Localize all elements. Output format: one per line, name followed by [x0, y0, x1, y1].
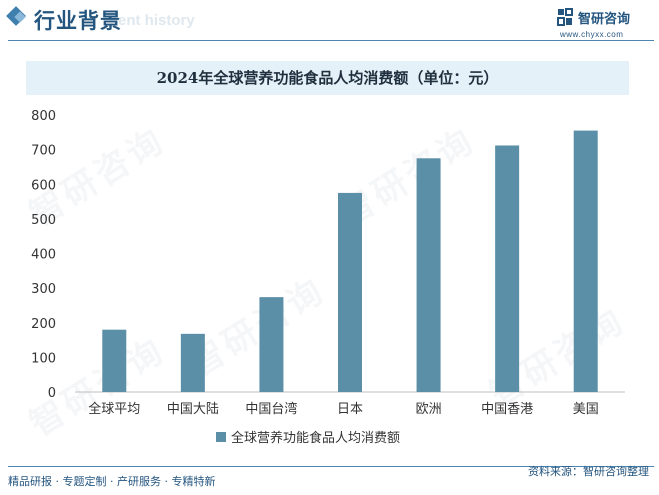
- bar: [495, 145, 520, 392]
- bar-chart: 0 100 200 300 400 500 600 700 800 全球平均 中国大陆 中国台湾 日本 欧…: [31, 109, 625, 446]
- legend-label: 全球营养功能食品人均消费额: [231, 430, 400, 446]
- header: 行业背景 ent history 智研咨询 www.chyxx.com: [0, 0, 659, 44]
- bar: [573, 130, 598, 393]
- logo-name: 智研咨询: [578, 12, 631, 27]
- x-tick-label: 中国香港: [481, 402, 533, 417]
- y-tick-label: 0: [48, 386, 56, 401]
- x-tick-label: 中国大陆: [167, 401, 219, 417]
- y-tick-label: 700: [31, 144, 56, 159]
- bar: [259, 297, 284, 392]
- header-divider: [8, 40, 654, 41]
- bar: [180, 333, 205, 392]
- footer-tagline: 精品研报 · 专题定制 · 产研服务 · 专精特新: [8, 475, 216, 488]
- source-note: 资料来源：智研咨询整理: [528, 465, 649, 478]
- x-tick-label: 日本: [337, 402, 363, 417]
- chart-title-band: 2024年全球营养功能食品人均消费额（单位：元）: [26, 61, 629, 95]
- x-tick-label: 美国: [573, 402, 599, 417]
- bar: [102, 329, 127, 392]
- chart-title: 2024年全球营养功能食品人均消费额（单位：元）: [156, 69, 499, 87]
- bar: [338, 192, 362, 392]
- y-tick-label: 200: [31, 317, 56, 332]
- section-title: 行业背景: [34, 9, 122, 33]
- footer-divider: [8, 466, 654, 467]
- x-tick-label: 欧洲: [416, 402, 442, 417]
- y-tick-label: 300: [31, 282, 56, 297]
- logo-url: www.chyxx.com: [560, 30, 624, 39]
- chyxx-logo-icon: [557, 8, 573, 26]
- x-tick-label: 全球平均: [88, 401, 140, 417]
- y-tick-label: 600: [31, 178, 56, 193]
- y-tick-label: 800: [31, 109, 56, 124]
- y-tick-label: 400: [31, 248, 56, 263]
- y-tick-label: 500: [31, 213, 56, 228]
- legend-swatch: [216, 432, 226, 442]
- bar: [416, 158, 441, 392]
- y-tick-label: 100: [31, 351, 56, 366]
- x-tick-label: 中国台湾: [245, 401, 297, 417]
- section-subtitle: ent history: [118, 12, 195, 29]
